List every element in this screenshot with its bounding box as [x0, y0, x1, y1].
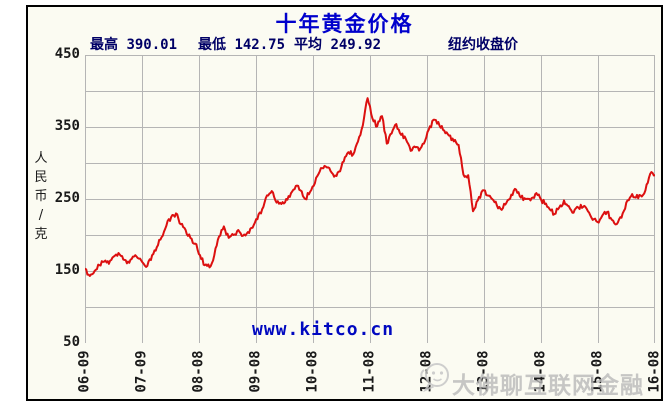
y-tick-label: 150	[54, 262, 80, 278]
account-logo-icon	[420, 363, 449, 393]
stat-high-value: 390.01	[126, 37, 178, 53]
y-axis-unit-char: /	[38, 208, 44, 223]
x-tick-label: 09-08	[247, 350, 264, 393]
y-axis-unit-char: 人	[34, 151, 48, 166]
y-axis-unit-char: 民	[34, 170, 48, 185]
chart-frame: 十年黄金价格 最高 390.01 最低 142.75 平均 249.92 纽约收…	[26, 5, 663, 401]
y-tick-label: 350	[54, 118, 80, 134]
plot-area: www.kitco.cn	[85, 55, 655, 343]
stat-high: 最高 390.01	[90, 37, 178, 53]
stat-avg: 平均 249.92	[294, 37, 382, 53]
gridlines	[85, 55, 655, 343]
y-axis-unit-char: 克	[34, 227, 48, 242]
chart-title: 十年黄金价格	[275, 12, 414, 36]
y-tick-label: 250	[54, 190, 80, 206]
y-axis-unit-label: 人民币 / 克	[32, 149, 50, 244]
x-tick-label: 10-08	[304, 350, 321, 393]
y-tick-label: 450	[54, 46, 80, 62]
x-tick-label: 07-09	[133, 350, 150, 393]
x-tick-label: 06-09	[76, 350, 93, 393]
y-tick-label: 50	[63, 334, 80, 350]
kitco-watermark: www.kitco.cn	[252, 319, 395, 340]
stat-avg-value: 249.92	[330, 37, 382, 53]
stats-row: 最高 390.01 最低 142.75 平均 249.92 纽约收盘价	[28, 34, 661, 53]
y-axis-unit-char: 币	[34, 189, 48, 204]
price-line-svg	[85, 55, 655, 343]
stat-low: 最低 142.75	[198, 37, 286, 53]
price-line	[85, 97, 655, 277]
x-tick-label: 08-08	[190, 350, 207, 393]
x-tick-label: 11-08	[361, 350, 378, 393]
account-watermark: 大佛聊互联网金融	[452, 373, 644, 399]
price-type-label: 纽约收盘价	[448, 37, 518, 53]
stat-low-value: 142.75	[234, 37, 286, 53]
x-tick-label: 16-08	[646, 350, 663, 393]
